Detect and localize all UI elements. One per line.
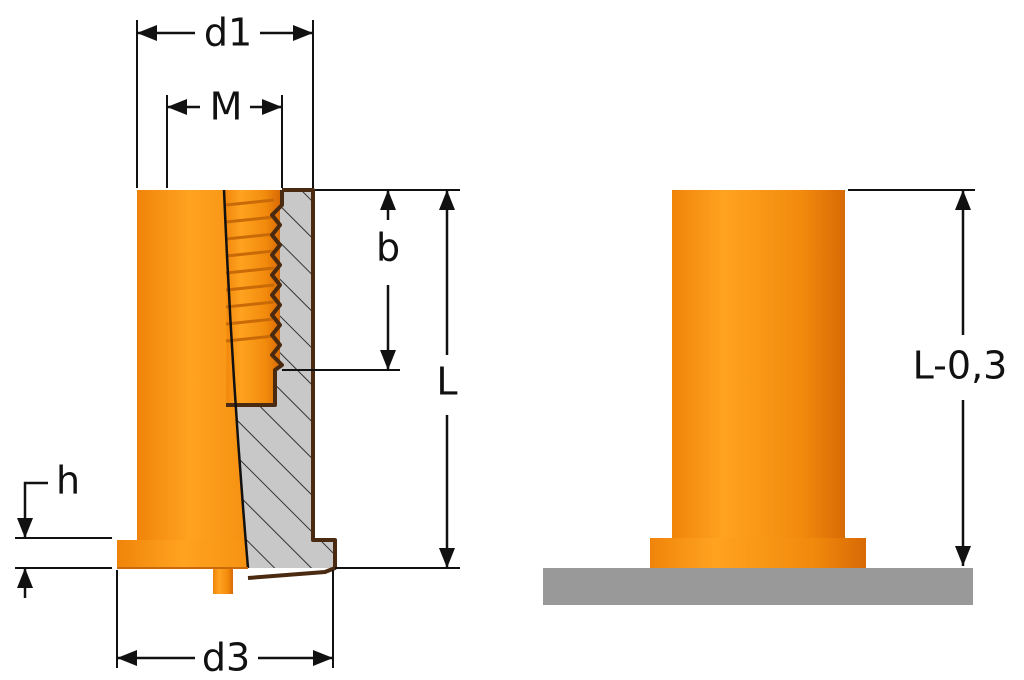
- label-h: h: [56, 459, 80, 503]
- label-d3: d3: [202, 636, 250, 680]
- label-b: b: [376, 226, 400, 270]
- sectioned-part: [117, 188, 337, 594]
- assembled-part: [543, 190, 973, 605]
- label-d1: d1: [204, 11, 252, 55]
- label-m: M: [210, 85, 243, 129]
- dimensions: [15, 20, 975, 668]
- label-l: L: [436, 360, 457, 404]
- label-l-tolerance: L-0,3: [913, 344, 1008, 388]
